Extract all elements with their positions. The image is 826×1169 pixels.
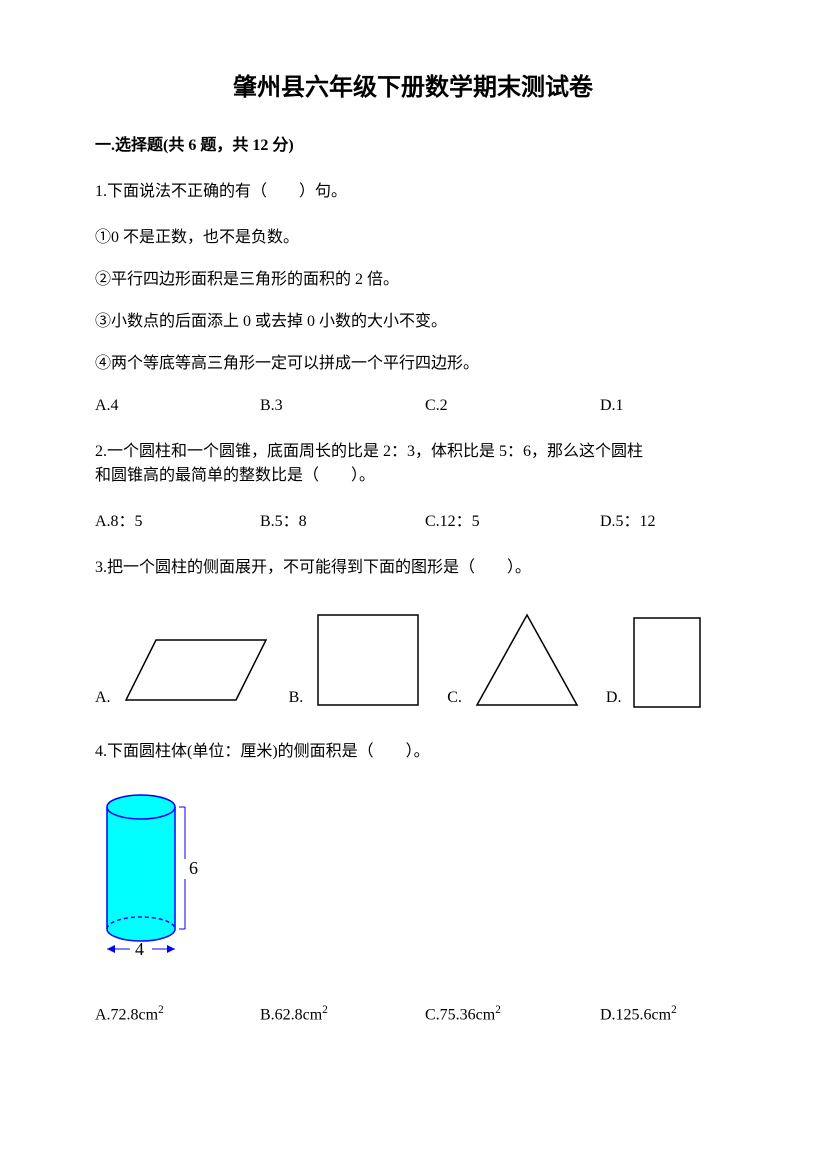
q1-option-a: A.4 [95,394,260,418]
q2-option-b: B.5：8 [260,510,425,534]
question-4: 4.下面圆柱体(单位：厘米)的侧面积是（ ）。 [95,740,731,764]
q4-option-a: A.72.8cm2 [95,1002,260,1027]
parallelogram-icon [121,630,271,710]
q3-label-b: B. [289,686,304,710]
q2-line1: 2.一个圆柱和一个圆锥，底面周长的比是 2：3，体积比是 5：6，那么这个圆柱 [95,440,731,464]
q1-text: 1.下面说法不正确的有（ ）句。 [95,180,731,204]
section-header: 一.选择题(共 6 题，共 12 分) [95,134,731,158]
q1-option-d: D.1 [600,394,730,418]
q1-option-c: C.2 [425,394,600,418]
q2-option-d: D.5：12 [600,510,730,534]
cylinder-figure: 6 4 [95,789,731,972]
q1-statement-2: ②平行四边形面积是三角形的面积的 2 倍。 [95,268,731,292]
q2-options: A.8：5 B.5：8 C.12：5 D.5：12 [95,510,731,534]
q2-option-a: A.8：5 [95,510,260,534]
q2-line2: 和圆锥高的最简单的整数比是（ ）。 [95,464,731,488]
page-title: 肇州县六年级下册数学期末测试卷 [95,70,731,106]
q3-label-d: D. [606,686,622,710]
rect-icon [631,615,703,710]
q4-option-b: B.62.8cm2 [260,1002,425,1027]
square-icon [313,610,423,710]
q1-statement-4: ④两个等底等高三角形一定可以拼成一个平行四边形。 [95,352,731,376]
q1-statement-1: ①0 不是正数，也不是负数。 [95,226,731,250]
q2-option-c: C.12：5 [425,510,600,534]
cylinder-icon: 6 4 [95,789,235,964]
q3-shapes: A. B. C. D. [95,610,731,710]
q4-options: A.72.8cm2 B.62.8cm2 C.75.36cm2 D.125.6cm… [95,1002,731,1027]
question-2: 2.一个圆柱和一个圆锥，底面周长的比是 2：3，体积比是 5：6，那么这个圆柱 … [95,440,731,488]
q1-option-b: B.3 [260,394,425,418]
q4-option-d: D.125.6cm2 [600,1002,730,1027]
cylinder-height-label: 6 [189,858,198,878]
q4-text: 4.下面圆柱体(单位：厘米)的侧面积是（ ）。 [95,740,731,764]
q3-label-a: A. [95,686,111,710]
q3-text: 3.把一个圆柱的侧面展开，不可能得到下面的图形是（ ）。 [95,556,731,580]
q1-options: A.4 B.3 C.2 D.1 [95,394,731,418]
q1-statement-3: ③小数点的后面添上 0 或去掉 0 小数的大小不变。 [95,310,731,334]
q4-option-c: C.75.36cm2 [425,1002,600,1027]
cylinder-width-label: 4 [135,939,144,959]
triangle-icon [472,610,582,710]
q3-label-c: C. [447,686,462,710]
question-1: 1.下面说法不正确的有（ ）句。 [95,180,731,204]
question-3: 3.把一个圆柱的侧面展开，不可能得到下面的图形是（ ）。 [95,556,731,580]
